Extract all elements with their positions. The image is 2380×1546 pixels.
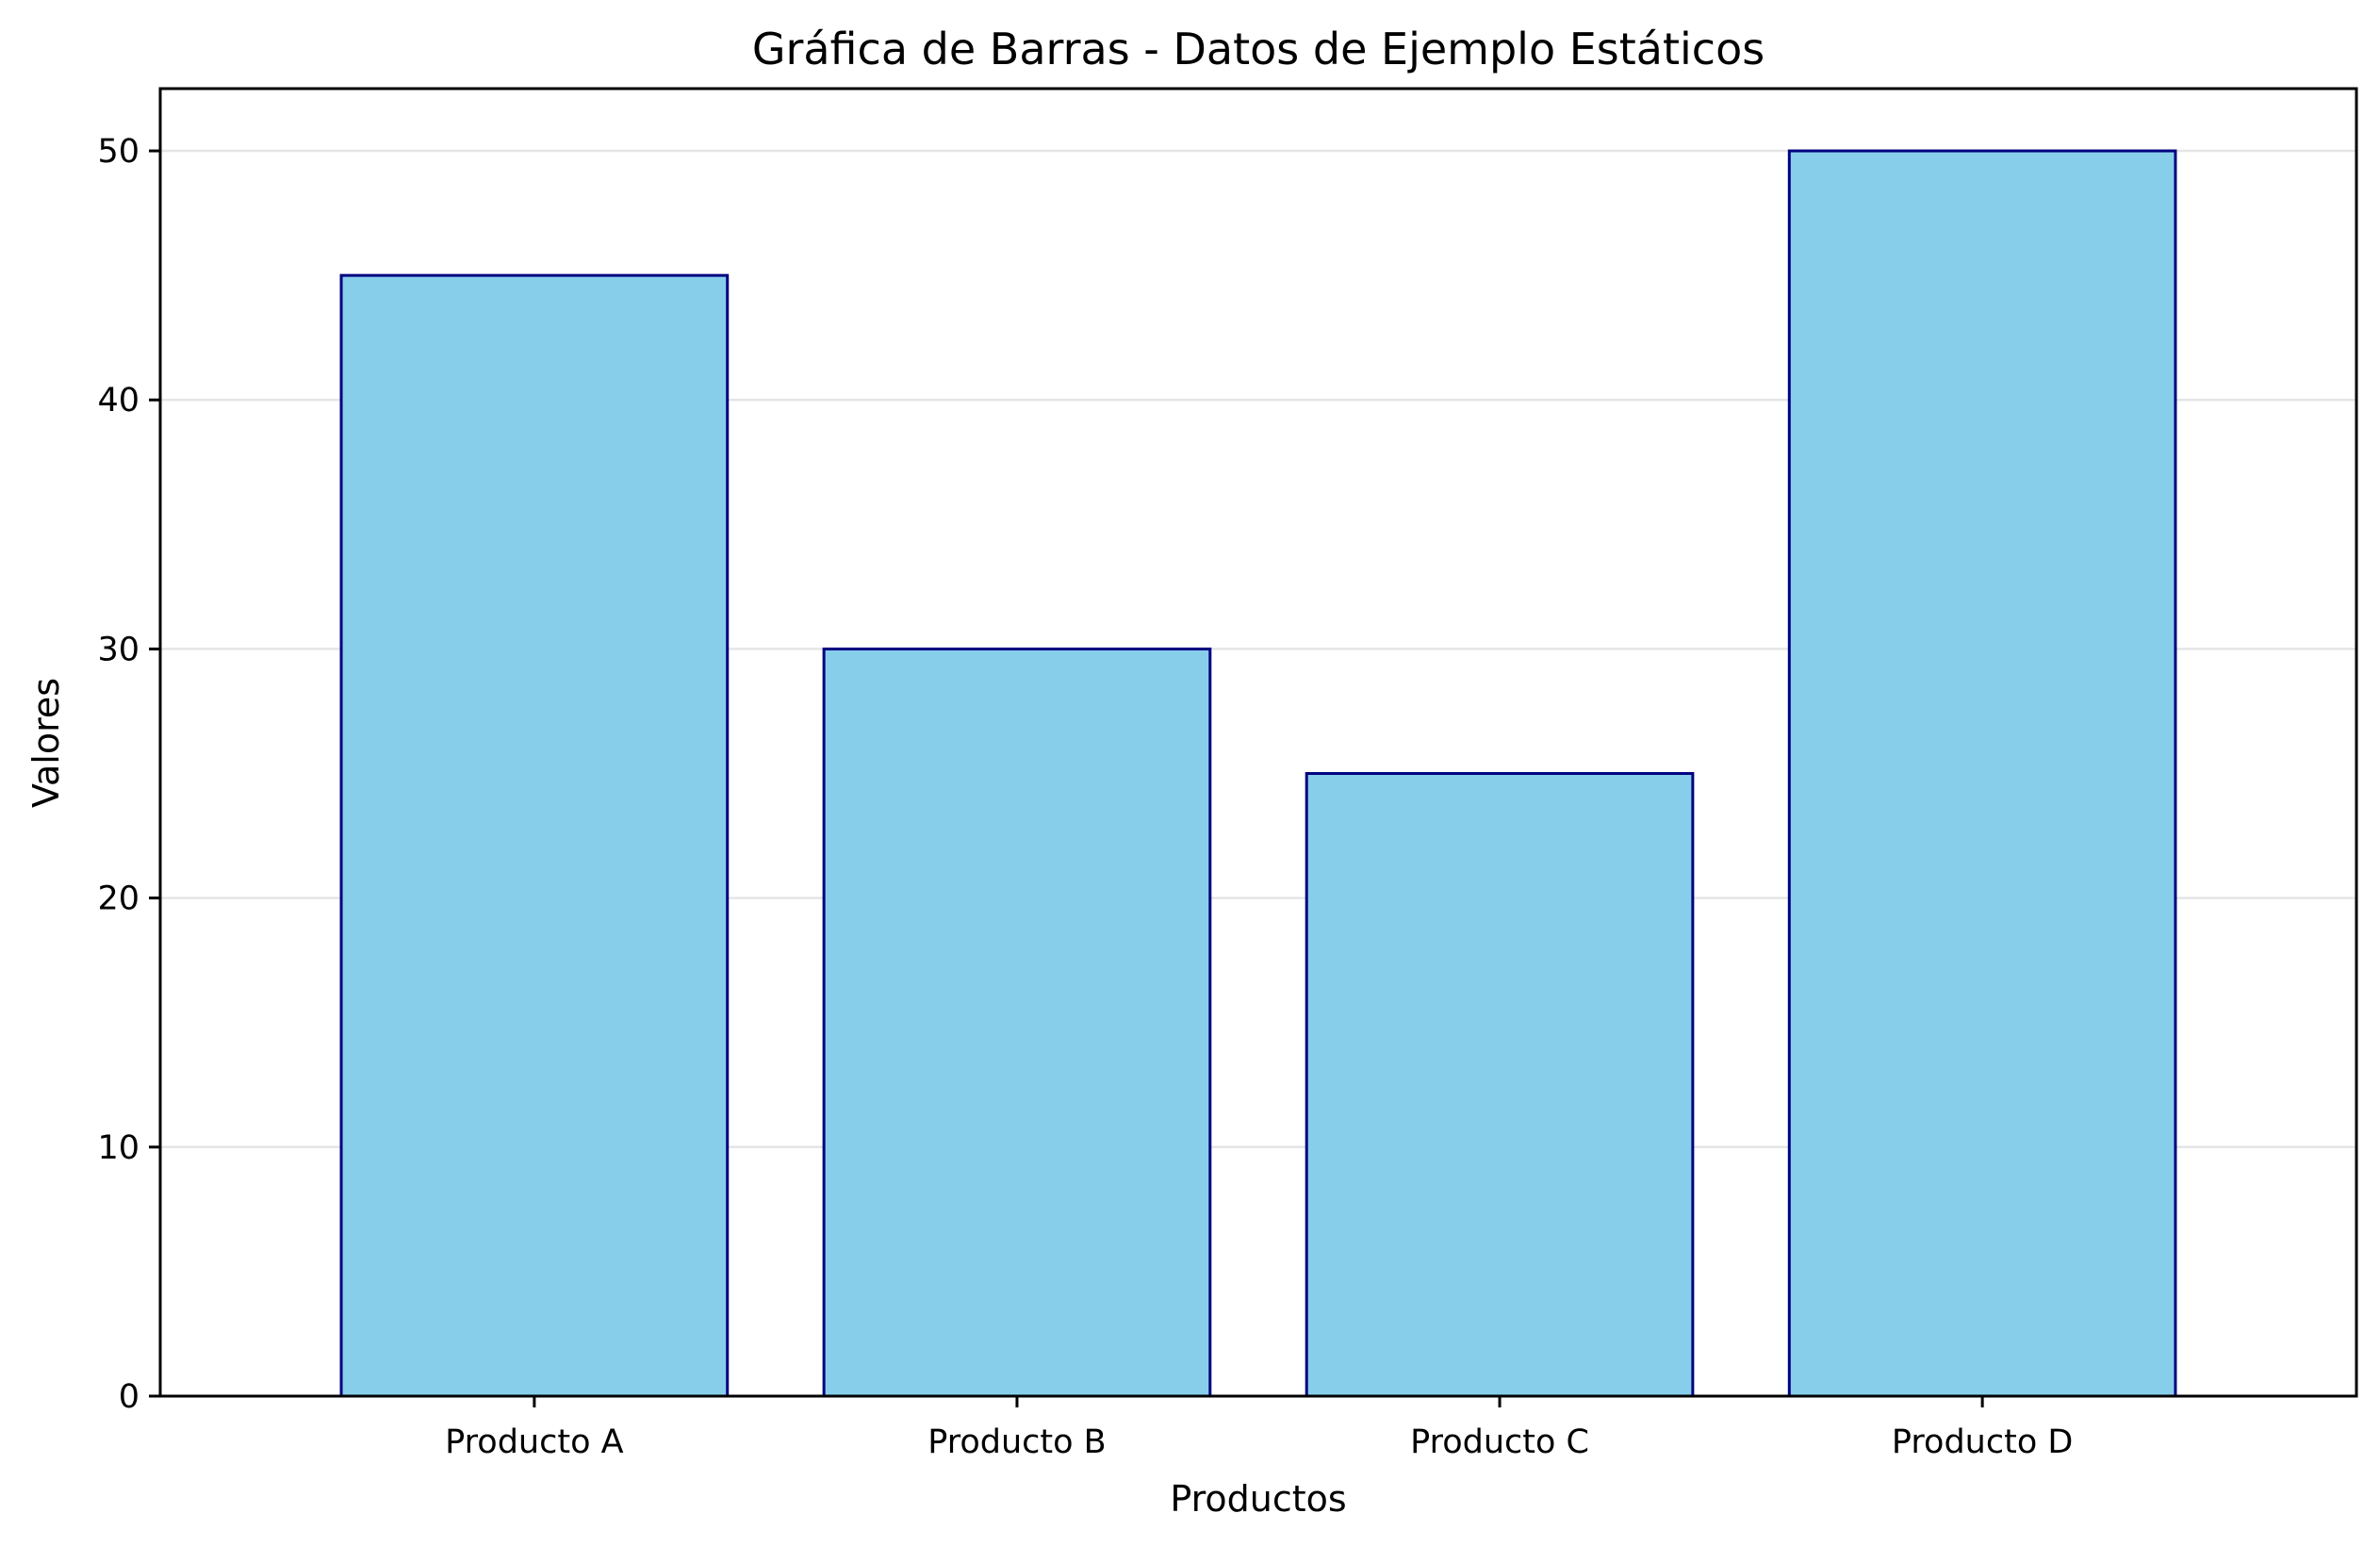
bars-layer (339, 149, 2177, 1398)
x-tick-label: Producto B (927, 1423, 1106, 1461)
y-axis: 0 10 20 30 40 50 (97, 133, 160, 1416)
y-tick-label: 20 (97, 880, 140, 918)
chart-title: Gráfica de Barras - Datos de Ejemplo Est… (752, 24, 1764, 74)
x-tick-label: Producto A (445, 1423, 623, 1461)
bar-producto-a (339, 273, 730, 1398)
y-tick-label: 0 (119, 1378, 140, 1416)
x-tick-label: Producto D (1892, 1423, 2073, 1461)
y-tick-label: 40 (97, 382, 140, 419)
bar-producto-b (822, 647, 1212, 1398)
bar-producto-d (1787, 149, 2177, 1398)
x-axis-label: Productos (1170, 1478, 1346, 1520)
bar-producto-c (1305, 772, 1695, 1398)
y-axis-label: Valores (25, 678, 67, 808)
y-tick-label: 30 (97, 631, 140, 668)
plot-area-frame (158, 87, 2358, 1398)
x-tick-label: Producto C (1410, 1423, 1589, 1461)
x-axis: Producto A Producto B Producto C Producto D (445, 1396, 2073, 1461)
y-tick-label: 10 (97, 1129, 140, 1167)
y-tick-label: 50 (97, 133, 140, 171)
